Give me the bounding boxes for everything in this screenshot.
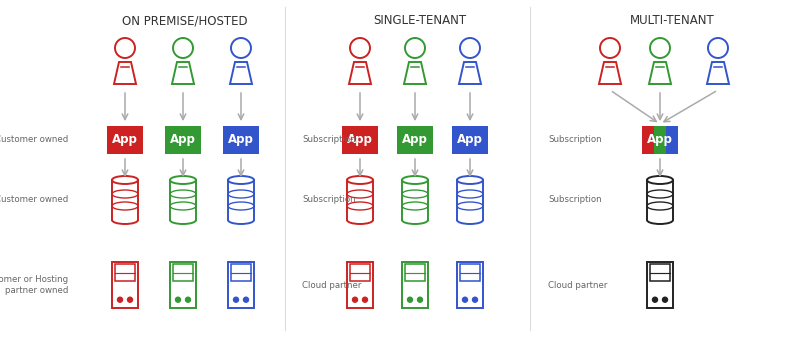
Bar [170, 262, 196, 308]
Text: Customer owned: Customer owned [0, 135, 68, 145]
Circle shape [418, 297, 422, 302]
Text: Cloud partner: Cloud partner [302, 280, 362, 289]
Text: App: App [347, 133, 373, 147]
Bar [165, 126, 201, 154]
Text: Customer or Hosting
partner owned: Customer or Hosting partner owned [0, 275, 68, 295]
Bar [173, 264, 193, 281]
Bar [460, 264, 480, 281]
Text: SINGLE-TENANT: SINGLE-TENANT [374, 14, 466, 27]
Bar [231, 264, 251, 281]
Text: Subscription: Subscription [548, 195, 602, 205]
Circle shape [243, 297, 249, 302]
Text: Customer owned: Customer owned [0, 195, 68, 205]
Bar [405, 264, 425, 281]
Bar [654, 126, 666, 154]
Bar [457, 262, 483, 308]
Circle shape [186, 297, 190, 302]
Circle shape [118, 297, 122, 302]
Circle shape [407, 297, 413, 302]
Circle shape [234, 297, 238, 302]
Text: App: App [457, 133, 483, 147]
Bar [642, 126, 654, 154]
Bar [107, 126, 143, 154]
Circle shape [175, 297, 181, 302]
Text: App: App [170, 133, 196, 147]
Bar [115, 264, 135, 281]
Text: App: App [112, 133, 138, 147]
Bar [342, 126, 378, 154]
Circle shape [353, 297, 358, 302]
Circle shape [362, 297, 367, 302]
Bar [650, 264, 670, 281]
Text: Subscription: Subscription [548, 135, 602, 145]
Bar [666, 126, 678, 154]
Bar [347, 262, 373, 308]
Text: MULTI-TENANT: MULTI-TENANT [630, 14, 714, 27]
Text: Cloud partner: Cloud partner [548, 280, 607, 289]
Bar [397, 126, 433, 154]
Bar [350, 264, 370, 281]
Text: App: App [402, 133, 428, 147]
Bar [452, 126, 488, 154]
Text: Subscription: Subscription [302, 195, 356, 205]
Circle shape [462, 297, 467, 302]
Text: ON PREMISE/HOSTED: ON PREMISE/HOSTED [122, 14, 248, 27]
Text: App: App [647, 133, 673, 147]
Bar [228, 262, 254, 308]
Text: App: App [228, 133, 254, 147]
Bar [223, 126, 259, 154]
Circle shape [473, 297, 478, 302]
Circle shape [653, 297, 658, 302]
Circle shape [662, 297, 667, 302]
Circle shape [127, 297, 133, 302]
Bar [647, 262, 673, 308]
Text: Subscription: Subscription [302, 135, 356, 145]
Bar [112, 262, 138, 308]
Bar [402, 262, 428, 308]
